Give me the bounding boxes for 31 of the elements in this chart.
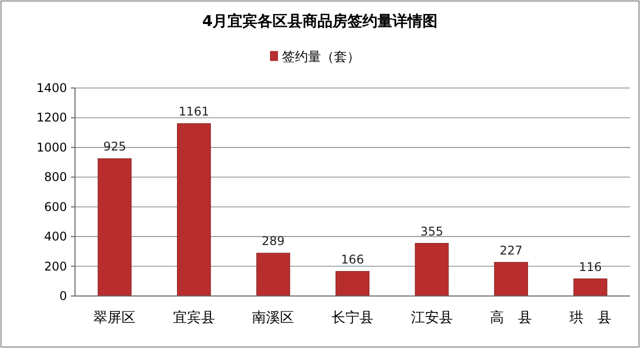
chart-title: 4月宜宾各区县商品房签约量详情图 [202, 12, 438, 30]
x-tick-label: 宜宾县 [172, 310, 215, 326]
bar [336, 271, 370, 296]
data-label: 355 [420, 224, 444, 238]
x-tick-label: 高 县 [490, 310, 532, 326]
data-label: 289 [262, 234, 285, 248]
data-label: 166 [341, 252, 364, 266]
bar [256, 252, 290, 296]
x-tick-label: 南溪区 [252, 310, 294, 326]
bar [177, 123, 211, 296]
bar [414, 243, 449, 296]
x-tick-label: 翠屏区 [94, 310, 136, 326]
y-tick-label: 200 [44, 259, 67, 274]
data-label: 925 [103, 140, 126, 154]
y-tick-label: 1400 [36, 81, 67, 95]
x-tick-label: 江安县 [410, 310, 453, 326]
y-tick-label: 1200 [36, 110, 67, 125]
bar [573, 278, 608, 296]
y-tick-label: 1000 [36, 140, 67, 154]
y-tick-label: 0 [59, 289, 67, 303]
bar [494, 262, 528, 296]
y-tick-label: 600 [44, 200, 67, 214]
legend-label: 签约量（套） [282, 50, 360, 65]
x-tick-label: 珙 县 [569, 310, 612, 326]
data-label: 227 [500, 243, 523, 258]
bar [98, 158, 132, 296]
data-label: 1161 [178, 104, 210, 119]
data-label: 116 [578, 260, 602, 274]
y-tick-label: 800 [44, 170, 67, 184]
x-tick-label: 长宁县 [332, 310, 374, 326]
y-tick-label: 400 [44, 230, 67, 244]
